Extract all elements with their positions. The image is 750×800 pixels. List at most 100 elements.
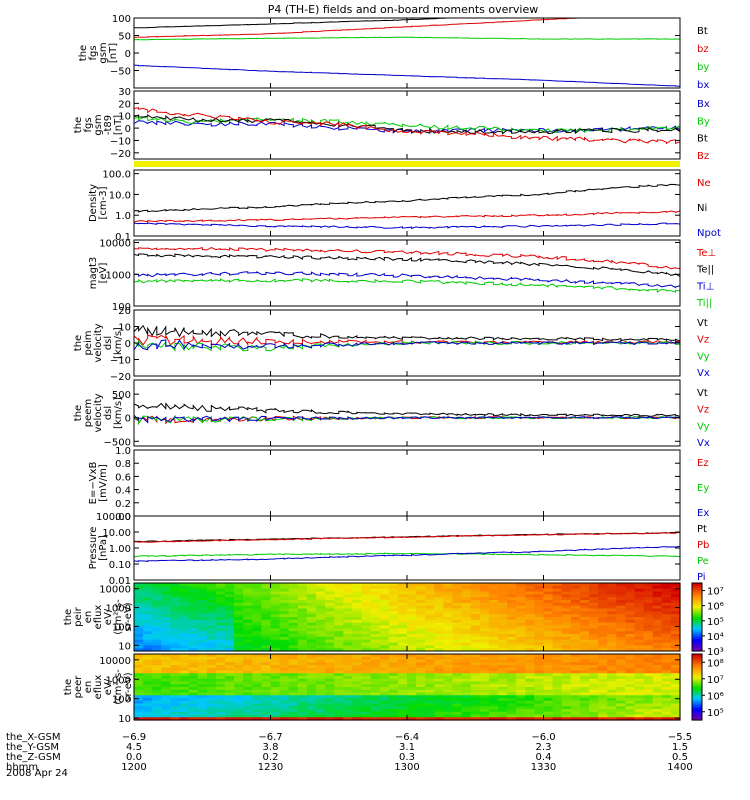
heatmap-cell: [143, 614, 153, 618]
heatmap-cell: [616, 617, 626, 621]
heatmap-cell: [407, 608, 417, 612]
heatmap-cell: [416, 695, 426, 699]
heatmap-cell: [452, 656, 463, 661]
heatmap-cell: [243, 600, 253, 604]
heatmap-cell: [370, 667, 381, 672]
heatmap-cell: [270, 692, 281, 696]
heatmap-cell: [543, 714, 554, 718]
heatmap-cell: [616, 665, 626, 669]
heatmap-cell: [498, 648, 508, 652]
heatmap-cell: [316, 717, 326, 721]
heatmap-cell: [397, 605, 408, 610]
heatmap-cell: [589, 714, 599, 718]
heatmap-cell: [397, 591, 408, 595]
heatmap-cell: [670, 700, 681, 705]
heatmap-cell: [570, 591, 581, 595]
y-tick-label: 1000: [106, 675, 131, 686]
heatmap-cell: [543, 614, 554, 618]
heatmap-cell: [661, 659, 672, 663]
heatmap-cell: [243, 617, 253, 621]
heatmap-cell: [661, 681, 672, 685]
heatmap-cell: [197, 631, 208, 635]
heatmap-cell: [134, 698, 144, 702]
heatmap-cell: [370, 687, 381, 691]
panel-p8: PtPbPePi0.010.101.0010.00100.00Pressure[…: [88, 512, 709, 587]
series-label-black: Pt: [697, 524, 707, 535]
heatmap-cell: [234, 684, 244, 688]
heatmap-cell: [288, 654, 299, 658]
heatmap-cell: [461, 678, 472, 683]
heatmap-cell: [316, 617, 326, 621]
heatmap-cell: [561, 639, 572, 644]
heatmap-cell: [625, 673, 636, 677]
heatmap-cell: [270, 614, 281, 618]
heatmap-cell: [261, 687, 272, 691]
heatmap-cell: [334, 642, 344, 646]
heatmap-cell: [179, 625, 190, 629]
heatmap-cell: [206, 695, 217, 699]
heatmap-cell: [634, 614, 645, 618]
heatmap-cell: [234, 667, 244, 672]
heatmap-cell: [197, 706, 208, 710]
heatmap-cell: [325, 695, 335, 699]
heatmap-cell: [270, 645, 281, 649]
heatmap-cell: [379, 670, 390, 674]
heatmap-cell: [452, 594, 463, 598]
heatmap-cell: [634, 714, 645, 718]
heatmap-cell: [425, 698, 435, 702]
heatmap-cell: [670, 665, 681, 669]
heatmap-cell: [161, 678, 171, 683]
heatmap-cell: [143, 676, 153, 680]
heatmap-cell: [589, 676, 599, 680]
heatmap-cell: [634, 583, 645, 587]
heatmap-cell: [534, 631, 545, 635]
heatmap-cell: [543, 678, 554, 683]
heatmap-cell: [479, 700, 490, 705]
heatmap-cell: [661, 656, 672, 661]
heatmap-cell: [334, 687, 344, 691]
heatmap-cell: [306, 648, 317, 652]
heatmap-cell: [416, 700, 426, 705]
heatmap-cell: [252, 698, 262, 702]
heatmap-cell: [206, 636, 217, 641]
heatmap-cell: [598, 639, 608, 644]
heatmap-cell: [325, 594, 335, 598]
heatmap-cell: [470, 588, 481, 593]
heatmap-cell: [197, 717, 208, 721]
heatmap-cell: [152, 654, 162, 658]
heatmap-cell: [534, 700, 545, 705]
heatmap-cell: [379, 588, 390, 593]
heatmap-cell: [352, 591, 363, 595]
heatmap-cell: [425, 597, 435, 601]
heatmap-cell: [616, 684, 626, 688]
heatmap-cell: [234, 614, 244, 618]
heatmap-cell: [443, 670, 454, 674]
heatmap-cell: [179, 631, 190, 635]
heatmap-cell: [306, 684, 317, 688]
heatmap-cell: [525, 597, 535, 601]
heatmap-cell: [498, 687, 508, 691]
heatmap-cell: [197, 602, 208, 607]
heatmap-cell: [425, 662, 435, 666]
heatmap-cell: [479, 676, 490, 680]
series-label-blue: Ex: [697, 508, 709, 519]
heatmap-cell: [243, 585, 253, 590]
heatmap-cell: [152, 642, 162, 646]
heatmap-cell: [552, 602, 563, 607]
heatmap-cell: [634, 709, 645, 713]
heatmap-cell: [225, 611, 235, 615]
heatmap-cell: [161, 597, 171, 601]
heatmap-cell: [488, 622, 499, 627]
heatmap-cell: [670, 636, 681, 641]
heatmap-cell: [352, 602, 363, 607]
heatmap-cell: [161, 605, 171, 610]
heatmap-cell: [425, 692, 435, 696]
heatmap-cell: [270, 591, 281, 595]
heatmap-cell: [534, 617, 545, 621]
heatmap-cell: [416, 667, 426, 672]
heatmap-cell: [388, 706, 399, 710]
heatmap-cell: [652, 642, 663, 646]
heatmap-cell: [306, 645, 317, 649]
heatmap-cell: [188, 642, 199, 646]
heatmap-cell: [525, 617, 535, 621]
